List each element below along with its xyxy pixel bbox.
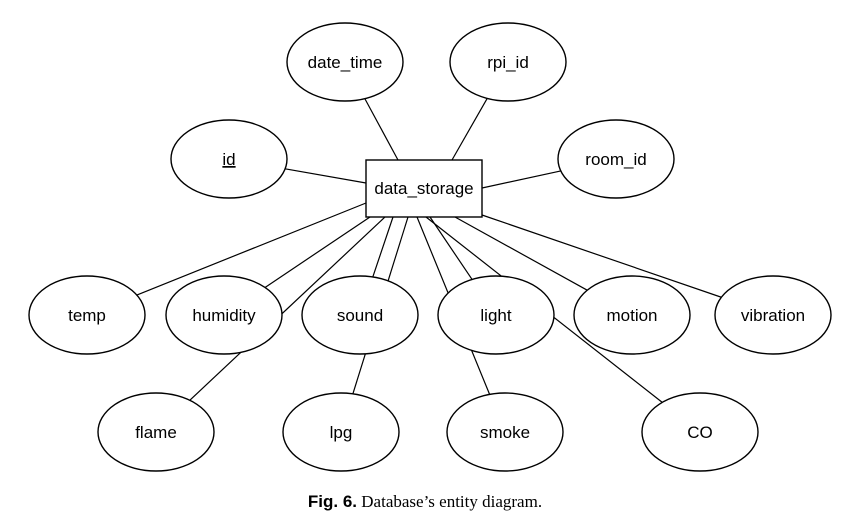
entity-label: data_storage: [374, 179, 473, 198]
attribute-temp: temp: [28, 275, 146, 355]
entity-data-storage: data_storage: [365, 159, 483, 218]
attribute-sound: sound: [301, 275, 419, 355]
attribute-ellipse: [170, 119, 288, 199]
connector-vibration: [481, 214, 722, 298]
attribute-vibration: vibration: [714, 275, 832, 355]
connector-temp: [136, 202, 367, 296]
attribute-date_time: date_time: [286, 22, 404, 102]
figure-caption: Fig. 6. Database’s entity diagram.: [0, 492, 850, 512]
connector-id: [285, 168, 367, 184]
attribute-co: CO: [641, 392, 759, 472]
attribute-label: humidity: [192, 306, 256, 325]
attribute-label: room_id: [585, 150, 646, 169]
attribute-smoke: smoke: [446, 392, 564, 472]
attribute-room_id: room_id: [557, 119, 675, 199]
attribute-ellipse: [28, 275, 146, 355]
attribute-light: light: [437, 275, 555, 355]
attribute-id: id: [170, 119, 288, 199]
attribute-ellipse: [97, 392, 215, 472]
attribute-label: light: [480, 306, 511, 325]
connector-room_id: [481, 170, 561, 189]
connector-rpi_id: [451, 98, 488, 161]
attribute-ellipse: [557, 119, 675, 199]
attribute-motion: motion: [573, 275, 691, 355]
attribute-ellipse: [446, 392, 564, 472]
attribute-label: date_time: [308, 53, 383, 72]
attribute-rpi_id: rpi_id: [449, 22, 567, 102]
attribute-flame: flame: [97, 392, 215, 472]
attribute-ellipse: [437, 275, 555, 355]
attribute-ellipse: [641, 392, 759, 472]
attribute-label: motion: [606, 306, 657, 325]
attribute-label: id: [222, 150, 235, 169]
attribute-humidity: humidity: [165, 275, 283, 355]
caption-text: Database’s entity diagram.: [361, 492, 543, 511]
attribute-label: temp: [68, 306, 106, 325]
attribute-ellipse: [165, 275, 283, 355]
attribute-ellipse: [449, 22, 567, 102]
connector-sound: [372, 216, 394, 278]
attribute-ellipse: [282, 392, 400, 472]
attribute-label: smoke: [480, 423, 530, 442]
attribute-label: lpg: [330, 423, 353, 442]
connector-humidity: [264, 216, 371, 288]
attribute-ellipse: [714, 275, 832, 355]
attribute-ellipse: [573, 275, 691, 355]
attribute-ellipse: [301, 275, 419, 355]
caption-label: Fig. 6.: [307, 492, 358, 511]
connector-date_time: [364, 98, 399, 161]
attribute-label: flame: [135, 423, 177, 442]
connector-flame: [189, 216, 386, 401]
connector-motion: [454, 216, 588, 291]
attribute-label: CO: [687, 423, 713, 442]
connector-light: [429, 216, 473, 280]
attribute-label: rpi_id: [487, 53, 529, 72]
attribute-label: sound: [337, 306, 383, 325]
attribute-lpg: lpg: [282, 392, 400, 472]
attribute-ellipse: [286, 22, 404, 102]
entity-box: [365, 159, 483, 218]
attribute-label: vibration: [741, 306, 805, 325]
